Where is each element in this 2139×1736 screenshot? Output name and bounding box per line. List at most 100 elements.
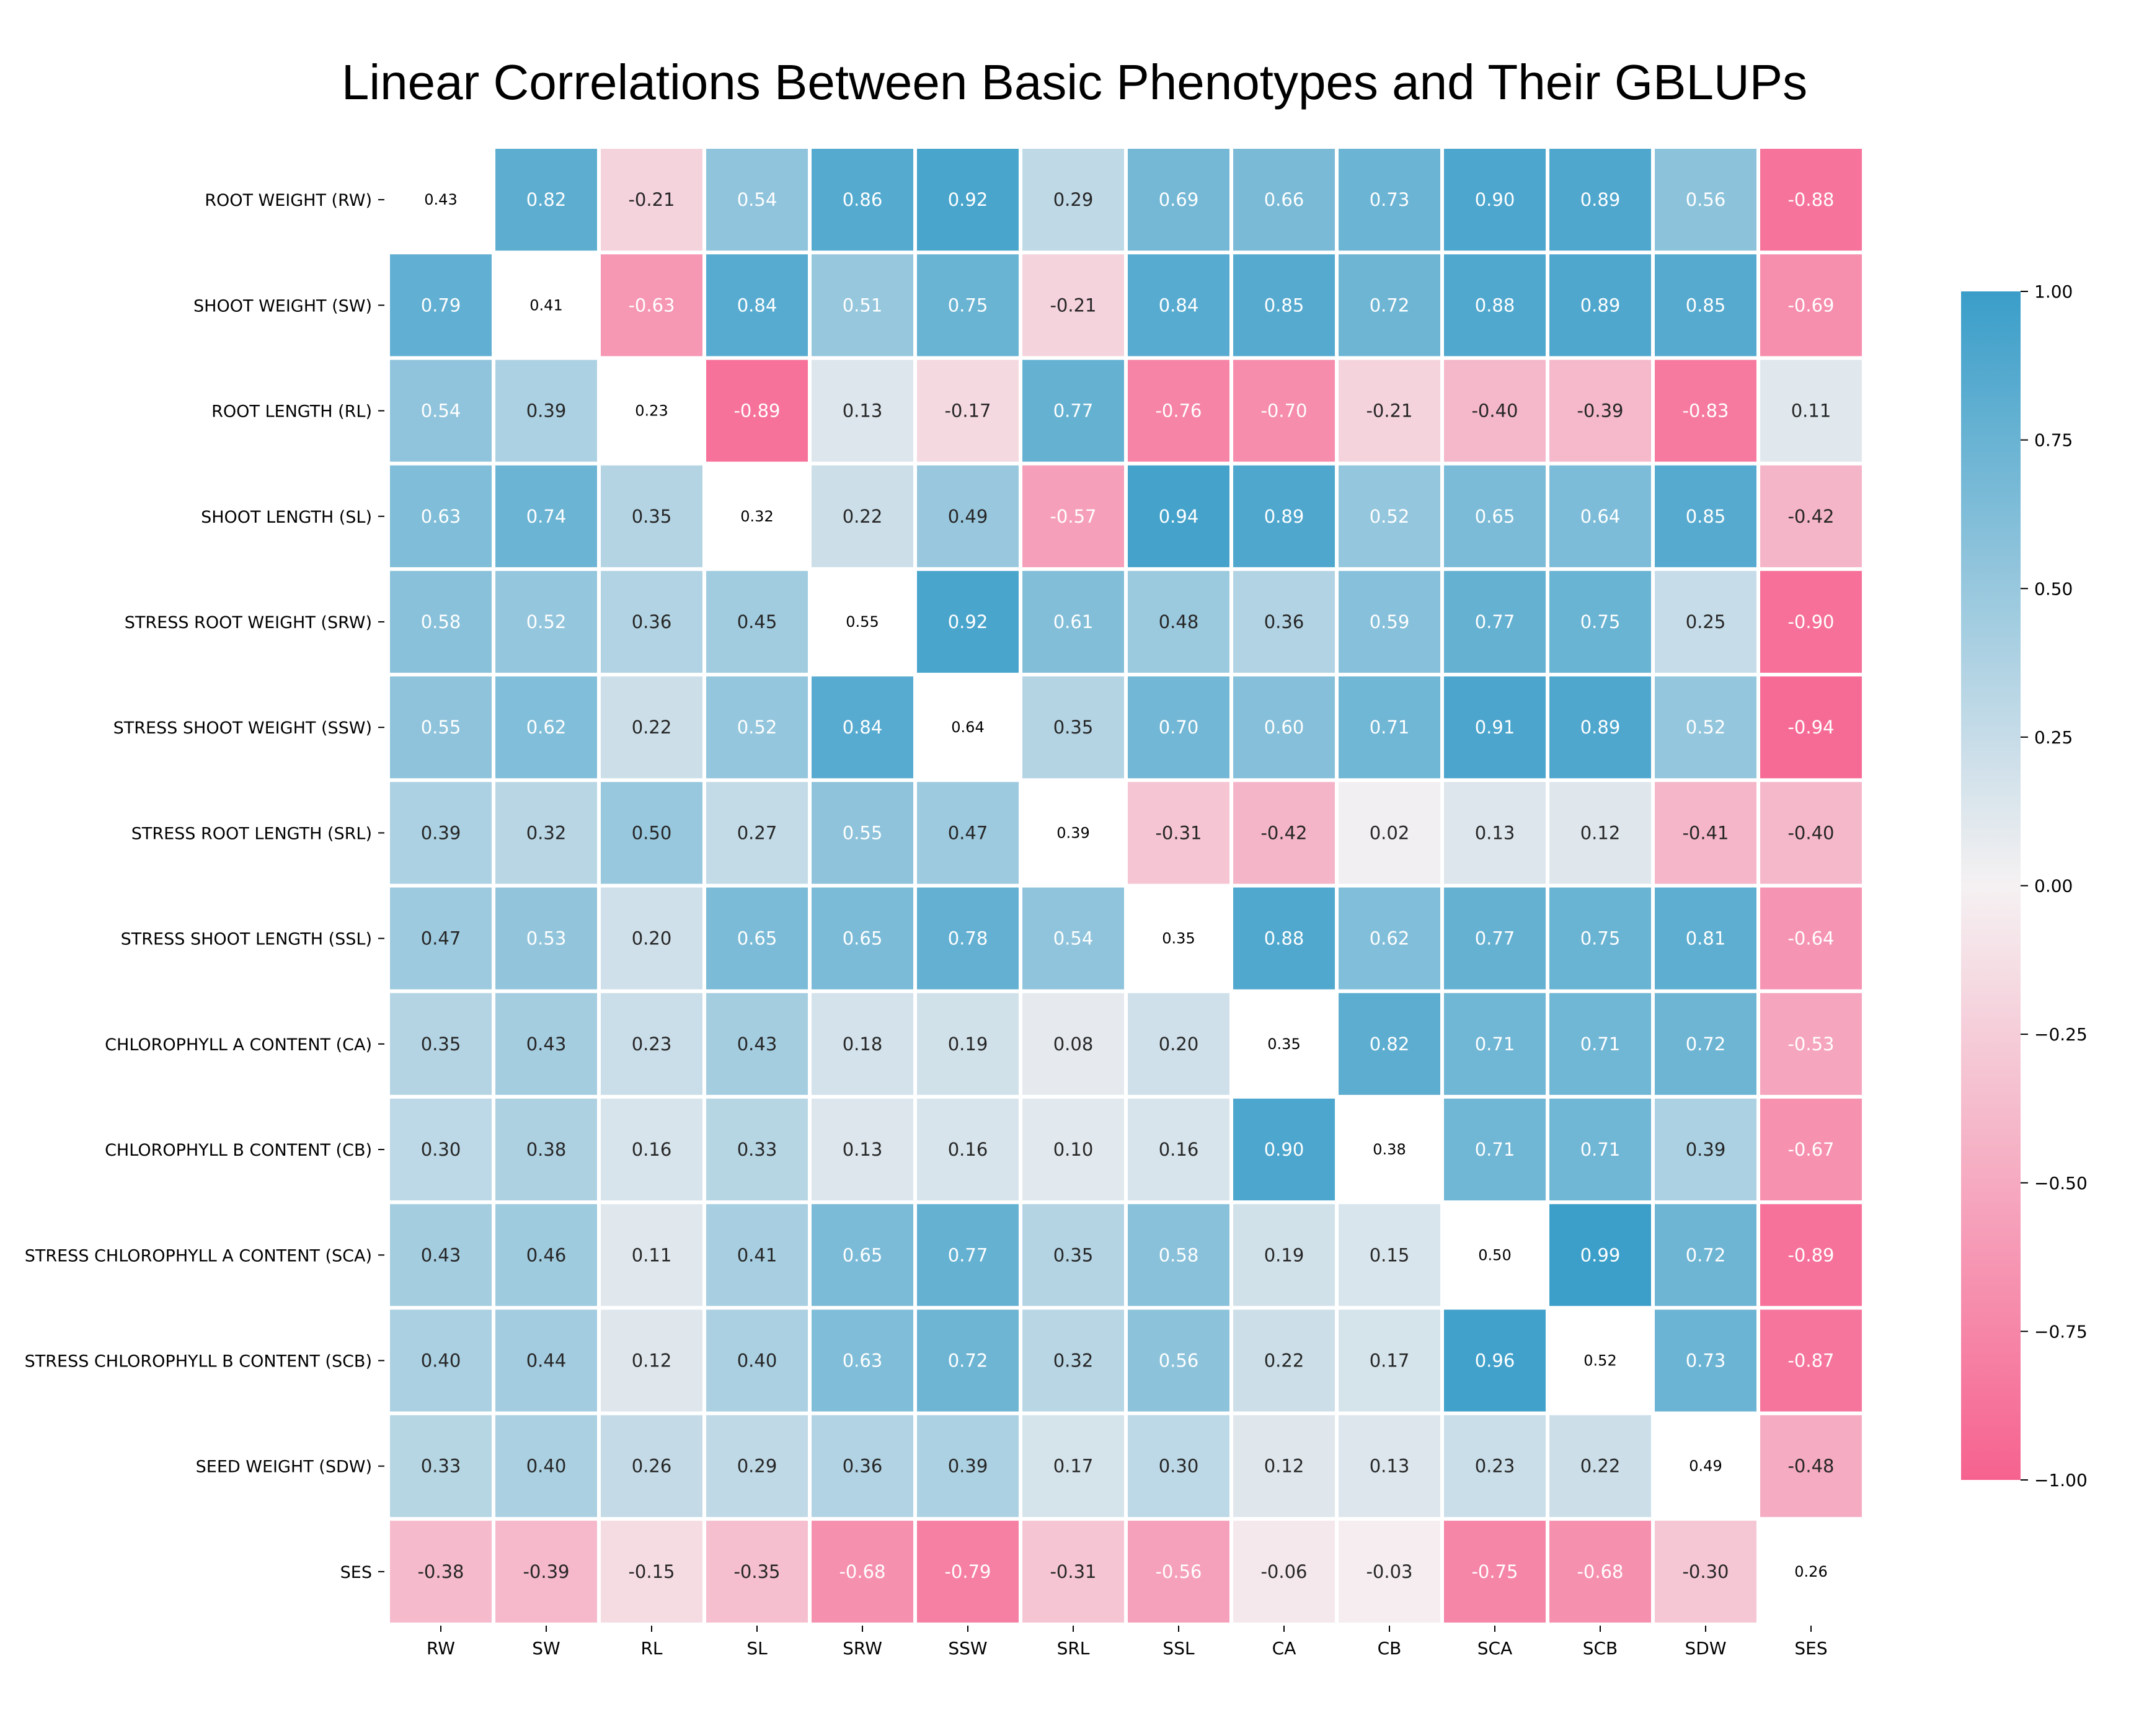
cell-value-label: 0.58 — [421, 611, 461, 632]
cell-value-label: 0.11 — [1791, 401, 1831, 422]
heatmap-cell — [917, 254, 1019, 356]
heatmap-cell — [1339, 1098, 1440, 1201]
cell-value-label: -0.06 — [1260, 1561, 1307, 1582]
heatmap-cell — [601, 149, 702, 251]
cell-value-label: 0.54 — [421, 401, 461, 422]
cell-value-label: 0.26 — [1794, 1563, 1827, 1580]
heatmap-cell — [390, 149, 492, 251]
cell-value-label: 0.36 — [1264, 611, 1304, 632]
heatmap-cell — [706, 1204, 808, 1306]
cell-value-label: 0.20 — [1159, 1034, 1199, 1055]
cell-value-label: 0.12 — [1264, 1456, 1304, 1477]
heatmap-cell — [390, 1520, 492, 1623]
heatmap-cell — [601, 887, 702, 990]
cell-value-label: 0.85 — [1686, 506, 1726, 527]
column-label: CA — [1272, 1638, 1296, 1658]
heatmap-cell — [706, 887, 808, 990]
heatmap-cell — [1339, 465, 1440, 567]
heatmap-cell — [601, 570, 702, 673]
row-label: STRESS SHOOT LENGTH (SSL) — [121, 930, 372, 949]
heatmap-cell — [601, 1415, 702, 1517]
cell-value-label: 0.70 — [1159, 717, 1199, 738]
cell-value-label: 0.84 — [1159, 294, 1199, 316]
heatmap-cell — [812, 360, 913, 462]
heatmap-cell — [1128, 1520, 1229, 1623]
cell-value-label: 0.77 — [1053, 401, 1094, 422]
cell-value-label: 0.56 — [1686, 189, 1726, 210]
cell-value-label: 0.11 — [632, 1244, 672, 1265]
heatmap-cell — [601, 1204, 702, 1306]
heatmap-cell — [1549, 465, 1651, 567]
cell-value-label: 0.32 — [740, 508, 773, 525]
cell-value-label: 0.48 — [1159, 611, 1199, 632]
heatmap-cell — [1128, 887, 1229, 990]
heatmap-cell — [1339, 360, 1440, 462]
heatmap-cell — [1339, 993, 1440, 1095]
cell-value-label: 0.69 — [1159, 189, 1199, 210]
column-label: SCB — [1583, 1638, 1618, 1658]
heatmap-cell — [812, 149, 913, 251]
heatmap-cell — [601, 782, 702, 884]
heatmap-cell — [1233, 1520, 1335, 1623]
colorbar-gradient — [1961, 291, 2021, 1480]
heatmap-cell — [1444, 570, 1546, 673]
heatmap-cell — [1655, 1204, 1756, 1306]
cell-value-label: 0.26 — [632, 1456, 672, 1477]
heatmap-cell — [812, 1520, 913, 1623]
heatmap-cell — [1444, 887, 1546, 990]
heatmap-cell — [1760, 1520, 1862, 1623]
cell-value-label: -0.39 — [1577, 401, 1623, 422]
cell-value-label: 0.13 — [843, 1139, 883, 1160]
cell-value-label: 0.64 — [951, 719, 984, 736]
cell-value-label: 0.77 — [1475, 611, 1515, 632]
row-label: CHLOROPHYLL A CONTENT (CA) — [105, 1035, 372, 1055]
row-label: ROOT LENGTH (RL) — [211, 402, 372, 422]
heatmap-cell — [1022, 149, 1124, 251]
heatmap-cell — [1760, 1415, 1862, 1517]
heatmap-cell — [706, 676, 808, 779]
cell-value-label: 0.94 — [1159, 506, 1199, 527]
heatmap-cell — [1022, 782, 1124, 884]
cell-value-label: 0.71 — [1475, 1034, 1515, 1055]
cell-value-label: 0.12 — [632, 1350, 672, 1371]
heatmap-cell — [1444, 676, 1546, 779]
heatmap-cell — [917, 782, 1019, 884]
cell-value-label: 0.47 — [948, 822, 988, 843]
heatmap-cell — [917, 1415, 1019, 1517]
cell-value-label: 0.43 — [421, 1244, 461, 1265]
heatmap-cell — [1444, 465, 1546, 567]
column-label: CB — [1378, 1638, 1402, 1658]
cell-value-label: 0.39 — [526, 401, 567, 422]
heatmap-cell — [1128, 993, 1229, 1095]
column-label: SW — [532, 1638, 560, 1658]
heatmap-cell — [390, 360, 492, 462]
heatmap-cell — [706, 149, 808, 251]
heatmap-cell — [812, 887, 913, 990]
cell-value-label: 0.36 — [632, 611, 672, 632]
colorbar: 1.00 0.75 0.50 0.25 0.00 −0.25 −0.50 −0.75 −1.00 — [1961, 281, 2088, 1490]
cell-value-label: 0.54 — [737, 189, 777, 210]
heatmap-cell — [1233, 254, 1335, 356]
cell-value-label: -0.68 — [839, 1561, 885, 1582]
cell-value-label: 0.39 — [421, 822, 461, 843]
cell-value-label: 0.62 — [526, 717, 567, 738]
cell-value-label: 0.64 — [1580, 506, 1621, 527]
cell-value-label: 0.41 — [529, 296, 562, 314]
heatmap-cell — [1339, 1520, 1440, 1623]
cell-value-label: 0.75 — [1580, 611, 1621, 632]
cell-value-label: 0.52 — [526, 611, 567, 632]
heatmap-cell — [1339, 254, 1440, 356]
colorbar-tick-label: 0.00 — [2034, 876, 2073, 897]
heatmap-cell — [1339, 570, 1440, 673]
cell-value-label: 0.23 — [1475, 1456, 1515, 1477]
heatmap-cell — [495, 782, 597, 884]
heatmap-cell — [1022, 570, 1124, 673]
heatmap-cell — [1022, 1204, 1124, 1306]
heatmap-cell — [495, 1520, 597, 1623]
column-label: SL — [746, 1638, 768, 1658]
cell-value-label: 0.71 — [1475, 1139, 1515, 1160]
cell-value-label: -0.76 — [1155, 401, 1202, 422]
heatmap-cell — [1444, 149, 1546, 251]
heatmap-cell — [1444, 1520, 1546, 1623]
